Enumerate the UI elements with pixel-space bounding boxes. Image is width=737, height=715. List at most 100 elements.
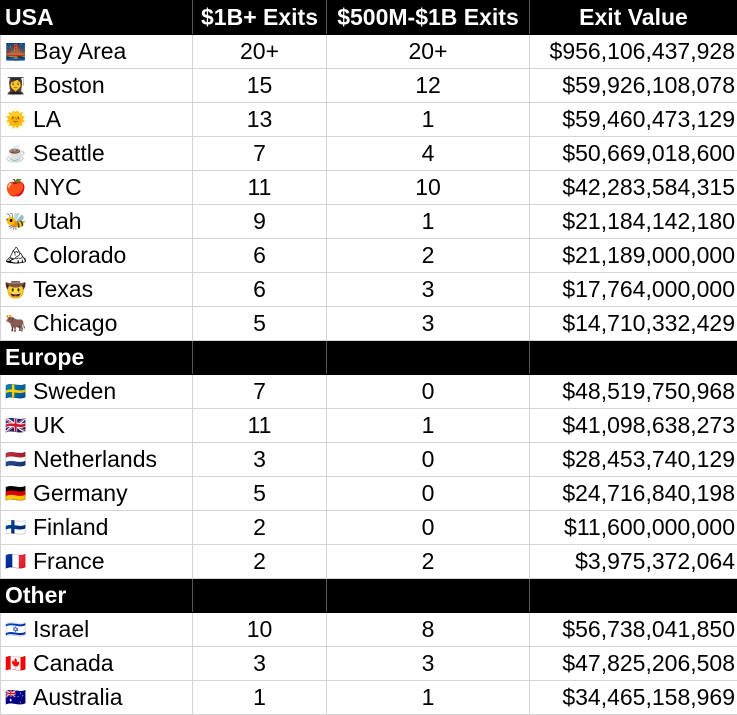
empty-header-cell (530, 579, 737, 613)
bridge-icon: 🌉 (5, 43, 27, 61)
flag-sweden-icon: 🇸🇪 (5, 383, 27, 401)
exit-value-cell: $28,453,740,129 (530, 443, 737, 477)
exits-500m-cell: 4 (327, 137, 530, 171)
col-1b-exits-header: $1B+ Exits (193, 1, 327, 35)
region-label: NYC (33, 174, 82, 200)
europe-section-header: Europe (1, 341, 737, 375)
exits-500m-cell: 3 (327, 647, 530, 681)
apple-icon: 🍎 (5, 179, 27, 197)
section-header-row: Other (1, 579, 737, 613)
exit-value-cell: $59,460,473,129 (530, 103, 737, 137)
region-label: Finland (33, 514, 108, 540)
region-name-cell: 🏔 Colorado (1, 239, 193, 273)
exits-1b-cell: 2 (193, 511, 327, 545)
empty-header-cell (193, 341, 327, 375)
exits-1b-cell: 6 (193, 273, 327, 307)
exits-500m-cell: 3 (327, 273, 530, 307)
empty-header-cell (327, 579, 530, 613)
exits-1b-cell: 11 (193, 409, 327, 443)
exits-1b-cell: 3 (193, 443, 327, 477)
empty-header-cell (530, 341, 737, 375)
exits-500m-cell: 0 (327, 375, 530, 409)
region-label: Bay Area (33, 38, 126, 64)
region-label: Texas (33, 276, 93, 302)
exits-500m-cell: 3 (327, 307, 530, 341)
region-label: Utah (33, 208, 82, 234)
exits-1b-cell: 1 (193, 681, 327, 715)
exits-500m-cell: 1 (327, 205, 530, 239)
exit-value-cell: $24,716,840,198 (530, 477, 737, 511)
region-name-cell: 🐝 Utah (1, 205, 193, 239)
exits-1b-cell: 9 (193, 205, 327, 239)
col-500m-exits-header: $500M-$1B Exits (327, 1, 530, 35)
region-other-header: Other (1, 579, 193, 613)
header-row: USA $1B+ Exits $500M-$1B Exits Exit Valu… (1, 1, 737, 35)
exit-value-cell: $17,764,000,000 (530, 273, 737, 307)
exit-value-cell: $14,710,332,429 (530, 307, 737, 341)
region-label: Canada (33, 650, 114, 676)
region-name-cell: 🇩🇪 Germany (1, 477, 193, 511)
region-label: Colorado (33, 242, 126, 268)
bee-icon: 🐝 (5, 213, 27, 231)
exits-500m-cell: 0 (327, 477, 530, 511)
empty-header-cell (193, 579, 327, 613)
region-usa-header: USA (1, 1, 193, 35)
region-label: Germany (33, 480, 128, 506)
exit-value-cell: $3,975,372,064 (530, 545, 737, 579)
region-name-cell: 🇫🇷France (1, 545, 193, 579)
flag-uk-icon: 🇬🇧 (5, 417, 27, 435)
exits-500m-cell: 8 (327, 613, 530, 647)
region-name-cell: 🍎 NYC (1, 171, 193, 205)
region-name-cell: 🇬🇧UK (1, 409, 193, 443)
exit-value-cell: $956,106,437,928 (530, 35, 737, 69)
region-name-cell: 🇨🇦 Canada (1, 647, 193, 681)
exits-1b-cell: 11 (193, 171, 327, 205)
flag-canada-icon: 🇨🇦 (5, 655, 27, 673)
bull-icon: 🐂 (5, 315, 27, 333)
exits-1b-cell: 2 (193, 545, 327, 579)
flag-finland-icon: 🇫🇮 (5, 519, 27, 537)
region-label: Seattle (33, 140, 105, 166)
student-icon: 👩‍🎓 (5, 77, 27, 95)
region-name-cell: 🤠Texas (1, 273, 193, 307)
coffee-icon: ☕ (5, 145, 27, 163)
exits-500m-cell: 0 (327, 443, 530, 477)
region-label: Australia (33, 684, 122, 710)
flag-germany-icon: 🇩🇪 (5, 485, 27, 503)
region-label: Chicago (33, 310, 117, 336)
empty-header-cell (327, 341, 530, 375)
region-label: LA (33, 106, 61, 132)
exit-value-cell: $34,465,158,969 (530, 681, 737, 715)
exit-value-cell: $42,283,584,315 (530, 171, 737, 205)
exit-value-cell: $59,926,108,078 (530, 69, 737, 103)
exits-1b-cell: 7 (193, 375, 327, 409)
region-name-cell: 🌞LA (1, 103, 193, 137)
exits-1b-cell: 7 (193, 137, 327, 171)
flag-israel-icon: 🇮🇱 (5, 621, 27, 639)
exits-500m-cell: 10 (327, 171, 530, 205)
region-name-cell: 🌉 Bay Area (1, 35, 193, 69)
exit-value-cell: $21,184,142,180 (530, 205, 737, 239)
exits-1b-cell: 15 (193, 69, 327, 103)
other-section-header: Other (1, 579, 737, 613)
region-name-cell: ☕ Seattle (1, 137, 193, 171)
mountain-icon: 🏔 (5, 247, 27, 265)
region-name-cell: 🇫🇮 Finland (1, 511, 193, 545)
exits-500m-cell: 1 (327, 681, 530, 715)
